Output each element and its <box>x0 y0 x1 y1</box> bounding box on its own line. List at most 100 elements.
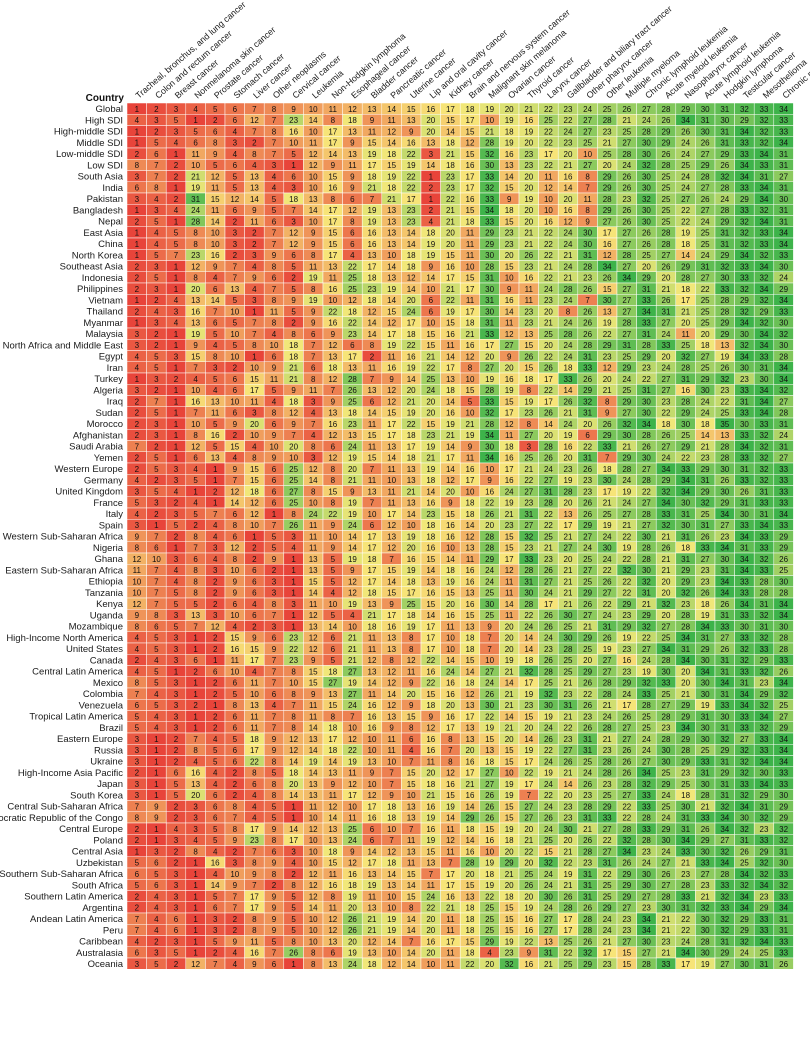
cell-value: 22 <box>348 319 357 328</box>
cell-value: 16 <box>348 870 357 879</box>
cell-value: 11 <box>329 791 338 800</box>
cell-value: 31 <box>779 150 788 159</box>
cell-value: 6 <box>213 814 218 823</box>
cell-value: 3 <box>174 724 179 733</box>
cell-value: 18 <box>328 847 337 856</box>
cell-value: 26 <box>544 364 553 373</box>
cell-value: 24 <box>564 229 573 238</box>
cell-value: 16 <box>191 307 200 316</box>
cell-value: 9 <box>350 172 355 181</box>
cell-value: 32 <box>760 701 769 710</box>
cell-value: 8 <box>291 690 296 699</box>
cell-value: 16 <box>681 386 690 395</box>
cell-value: 17 <box>505 465 514 474</box>
cell-value: 8 <box>370 341 375 350</box>
cell-value: 32 <box>760 251 769 260</box>
row-label: Iraq <box>107 397 123 408</box>
cell-value: 13 <box>387 442 396 451</box>
cell-value: 4 <box>154 712 159 721</box>
cell-value: 6 <box>154 859 159 868</box>
cell-value: 6 <box>213 904 218 913</box>
cell-value: 19 <box>446 420 455 429</box>
cell-value: 1 <box>193 712 198 721</box>
cell-value: 1 <box>154 825 159 834</box>
cell-value: 10 <box>387 904 396 913</box>
cell-value: 22 <box>603 330 612 339</box>
cell-value: 4 <box>252 802 257 811</box>
cell-value: 28 <box>779 409 788 418</box>
row-label: East Asia <box>83 228 123 239</box>
cell-value: 8 <box>213 352 218 361</box>
cell-value: 27 <box>544 476 553 485</box>
cell-value: 8 <box>272 319 277 328</box>
cell-value: 21 <box>466 420 475 429</box>
cell-value: 1 <box>174 442 179 451</box>
cell-value: 27 <box>485 364 494 373</box>
cell-value: 23 <box>583 487 592 496</box>
cell-value: 32 <box>760 319 769 328</box>
cell-value: 12 <box>446 836 455 845</box>
cell-value: 3 <box>174 892 179 901</box>
cell-value: 23 <box>289 634 298 643</box>
cell-value: 14 <box>446 555 455 564</box>
cell-value: 25 <box>701 240 710 249</box>
cell-value: 31 <box>740 465 749 474</box>
cell-value: 4 <box>154 307 159 316</box>
cell-value: 4 <box>154 229 159 238</box>
cell-value: 28 <box>662 712 671 721</box>
cell-value: 9 <box>252 206 257 215</box>
cell-value: 3 <box>174 656 179 665</box>
cell-value: 9 <box>272 746 277 755</box>
cell-value: 1 <box>154 769 159 778</box>
cell-value: 21 <box>524 105 533 114</box>
cell-value: 16 <box>446 611 455 620</box>
cell-value: 30 <box>642 870 651 879</box>
cell-value: 18 <box>328 724 337 733</box>
cell-value: 6 <box>174 769 179 778</box>
cell-value: 11 <box>505 589 514 598</box>
cell-value: 19 <box>191 184 200 193</box>
cell-value: 1 <box>193 881 198 890</box>
cell-value: 30 <box>662 746 671 755</box>
cell-value: 11 <box>329 105 338 114</box>
cell-value: 21 <box>446 431 455 440</box>
cell-value: 30 <box>485 307 494 316</box>
cell-value: 20 <box>524 724 533 733</box>
cell-value: 21 <box>348 645 357 654</box>
cell-value: 33 <box>760 566 769 575</box>
cell-value: 26 <box>662 296 671 305</box>
cell-value: 7 <box>174 251 179 260</box>
cell-value: 18 <box>524 656 533 665</box>
cell-value: 16 <box>368 701 377 710</box>
cell-value: 34 <box>681 634 690 643</box>
cell-value: 2 <box>174 195 179 204</box>
cell-value: 13 <box>524 330 533 339</box>
row-label: Poland <box>93 835 123 846</box>
cell-value: 28 <box>642 814 651 823</box>
cell-value: 28 <box>662 229 671 238</box>
cell-value: 7 <box>272 150 277 159</box>
cell-value: 30 <box>662 757 671 766</box>
cell-value: 3 <box>154 206 159 215</box>
cell-value: 4 <box>193 499 198 508</box>
cell-value: 24 <box>485 566 494 575</box>
cell-value: 12 <box>191 442 200 451</box>
cell-value: 33 <box>760 105 769 114</box>
cell-value: 13 <box>426 859 435 868</box>
cell-value: 16 <box>485 836 494 845</box>
cell-value: 26 <box>662 431 671 440</box>
cell-value: 26 <box>662 870 671 879</box>
cell-value: 24 <box>583 105 592 114</box>
cell-value: 17 <box>250 656 259 665</box>
cell-value: 24 <box>603 532 612 541</box>
cell-value: 5 <box>233 296 238 305</box>
cell-value: 25 <box>544 330 553 339</box>
cell-value: 9 <box>507 352 512 361</box>
cell-value: 11 <box>525 296 534 305</box>
cell-value: 16 <box>387 364 396 373</box>
cell-value: 1 <box>291 161 296 170</box>
cell-value: 29 <box>603 904 612 913</box>
cell-value: 4 <box>213 521 218 530</box>
cell-value: 24 <box>583 544 592 553</box>
row-label: Tanzania <box>85 588 124 599</box>
